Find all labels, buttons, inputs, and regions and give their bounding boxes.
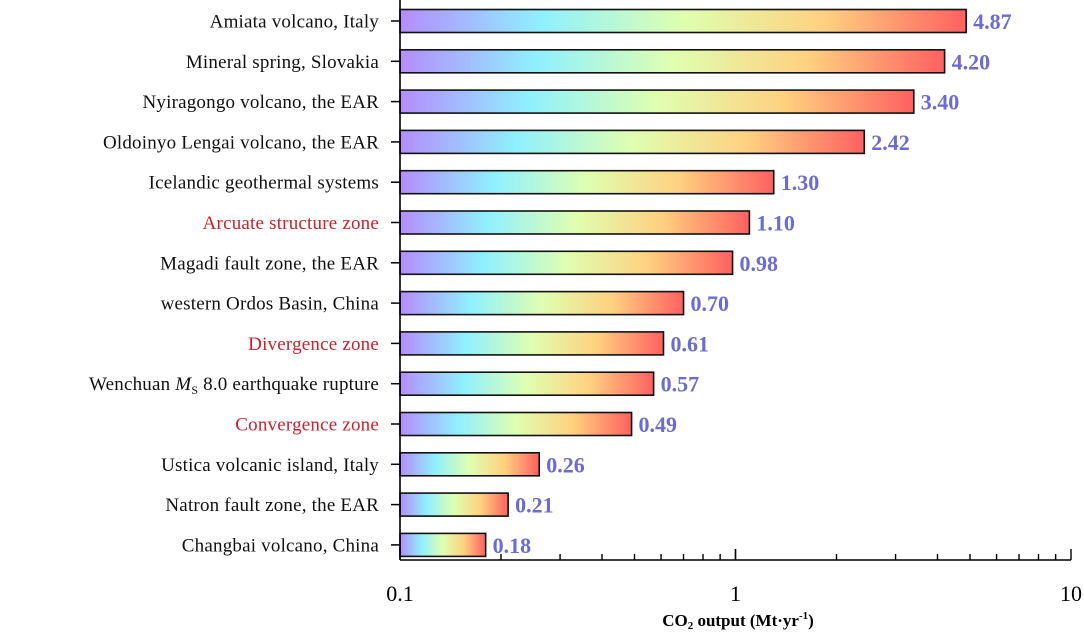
value-label: 1.30 xyxy=(781,170,820,195)
category-label: Magadi fault zone, the EAR xyxy=(160,253,379,274)
value-label: 1.10 xyxy=(756,211,795,236)
x-tick-label: 0.1 xyxy=(386,581,414,606)
category-label: Amiata volcano, Italy xyxy=(210,12,380,33)
bars-layer xyxy=(391,8,967,558)
bar xyxy=(399,8,967,34)
category-label: Natron fault zone, the EAR xyxy=(165,495,379,516)
value-label: 3.40 xyxy=(921,90,960,115)
x-tick-label: 1 xyxy=(730,581,741,606)
bar xyxy=(399,492,509,517)
value-label: 4.87 xyxy=(973,9,1012,34)
bar xyxy=(399,290,685,316)
x-axis-label: CO2 output (Mt·yr-1) xyxy=(662,610,814,632)
bar xyxy=(399,451,541,477)
category-label: Wenchuan MS 8.0 earthquake rupture xyxy=(89,374,379,397)
value-label: 2.42 xyxy=(871,130,910,155)
value-label: 4.20 xyxy=(952,49,991,74)
category-labels: Amiata volcano, Italy Mineral spring, Slo… xyxy=(89,12,379,557)
bar xyxy=(399,331,665,356)
category-label: western Ordos Basin, China xyxy=(161,294,380,315)
category-label: Nyiragongo volcano, the EAR xyxy=(142,92,379,113)
value-label: 0.26 xyxy=(546,452,585,477)
x-tick-label: 10 xyxy=(1060,581,1082,606)
category-label: Ustica volcanic island, Italy xyxy=(161,455,379,476)
bar xyxy=(399,411,633,437)
value-label: 0.57 xyxy=(661,372,700,397)
value-label: 0.98 xyxy=(740,251,779,276)
value-label: 0.49 xyxy=(639,412,678,437)
value-label: 0.21 xyxy=(515,493,554,518)
bar xyxy=(399,250,734,276)
bar xyxy=(399,89,915,114)
value-label: 0.61 xyxy=(670,331,709,356)
x-axis: 0.1 1 10 xyxy=(386,0,1082,606)
bar xyxy=(399,169,775,195)
category-label: Icelandic geothermal systems xyxy=(149,173,379,194)
bar xyxy=(399,210,751,235)
category-label: Divergence zone xyxy=(248,334,379,355)
bar xyxy=(399,371,655,397)
bar xyxy=(399,48,946,74)
bar xyxy=(399,129,866,155)
value-label: 0.70 xyxy=(691,291,730,316)
category-label: Oldoinyo Lengai volcano, the EAR xyxy=(103,132,379,153)
category-label: Arcuate structure zone xyxy=(203,213,379,234)
value-labels: 4.87 4.20 3.40 2.42 1.30 1.10 0.98 0.70 0.61 0.57… xyxy=(493,9,1012,558)
value-label: 0.18 xyxy=(493,533,532,558)
category-label: Changbai volcano, China xyxy=(182,535,380,556)
category-label: Mineral spring, Slovakia xyxy=(186,52,380,73)
category-label: Convergence zone xyxy=(235,415,379,436)
bar xyxy=(399,532,487,558)
